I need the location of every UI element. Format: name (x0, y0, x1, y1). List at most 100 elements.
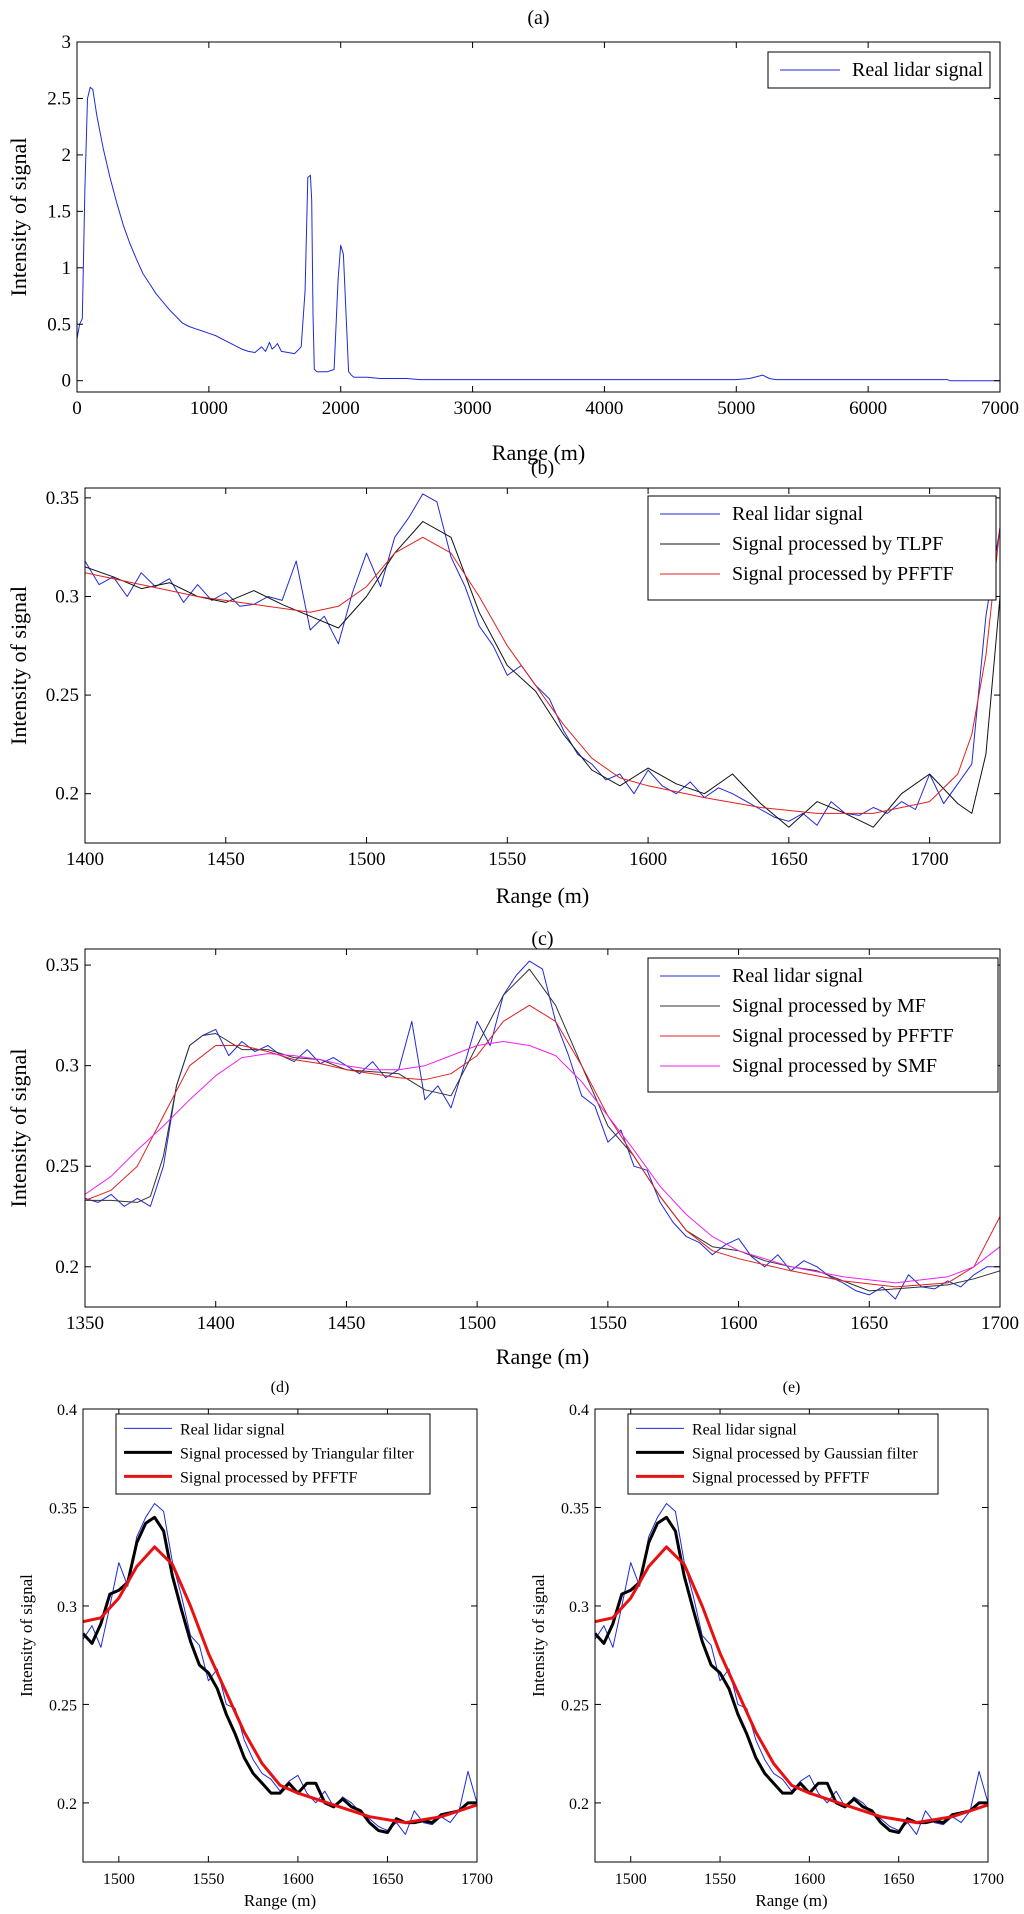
legend: Real lidar signal Signal processed by Gau… (627, 1413, 939, 1495)
x-tick-label: 1600 (282, 1871, 314, 1888)
y-tick-label: 0.2 (569, 1796, 589, 1813)
series-line-4 (85, 1041, 1000, 1284)
x-tick-label: 1600 (629, 849, 667, 870)
x-tick-label: 1650 (371, 1871, 403, 1888)
y-tick-label: 2.5 (47, 88, 71, 109)
y-axis-label: Intensity of signal (529, 1574, 548, 1697)
x-tick-label: 1700 (911, 849, 949, 870)
y-axis-label: Intensity of signal (6, 586, 31, 745)
series-line-3 (83, 1545, 477, 1825)
series-line-1 (85, 960, 1000, 1300)
legend: Real lidar signal (767, 51, 991, 89)
x-tick-label: 1400 (197, 1313, 235, 1334)
x-tick-label: 1700 (461, 1871, 493, 1888)
x-tick-label: 3000 (454, 398, 492, 419)
x-tick-label: 1600 (720, 1313, 758, 1334)
x-tick-label: 2000 (322, 398, 360, 419)
chart-panel-1: (a) 0 1000 2000 3000 4000 5000 6000 7000 0 0.5 1 1.5… (6, 7, 1019, 465)
series-line-2 (85, 968, 1000, 1292)
x-tick-label: 1350 (66, 1313, 104, 1334)
x-tick-label: 1500 (103, 1871, 135, 1888)
series-line-2 (85, 521, 1000, 828)
series-line-3 (85, 527, 1000, 814)
y-axis-label: Intensity of signal (6, 138, 31, 297)
legend: Real lidar signal Signal processed by MF S… (647, 957, 999, 1093)
x-axis-label: Range (m) (244, 1891, 316, 1910)
y-tick-label: 0.25 (49, 1697, 77, 1714)
plot-frame (76, 41, 1001, 393)
legend-label: Signal processed by SMF (732, 1055, 937, 1077)
y-tick-label: 0.3 (55, 586, 79, 607)
y-axis-label: Intensity of signal (6, 1049, 31, 1208)
y-tick-label: 0.25 (46, 685, 79, 706)
legend: Real lidar signal Signal processed by TLP… (647, 495, 997, 601)
y-tick-label: 0.35 (49, 1500, 77, 1517)
chart-panel-4: (d) 1500 1550 1600 1650 1700 0.2 0.25 0.3 0.35 0.4… (17, 1379, 493, 1910)
panel-title: (d) (271, 1379, 290, 1396)
legend-box (627, 1413, 939, 1495)
y-tick-label: 0 (62, 371, 72, 392)
panel-title: (e) (783, 1379, 801, 1396)
x-tick-label: 1550 (589, 1313, 627, 1334)
y-tick-label: 0.2 (57, 1796, 77, 1813)
x-tick-label: 1550 (704, 1871, 736, 1888)
legend-label: Signal processed by Triangular filter (180, 1445, 414, 1462)
legend-label: Signal processed by PFFTF (180, 1469, 357, 1486)
legend-label: Signal processed by PFFTF (692, 1469, 869, 1486)
chart-panel-5: (e) 1500 1550 1600 1650 1700 0.2 0.25 0.3 0.35 0.4… (529, 1379, 1004, 1910)
legend-label: Real lidar signal (732, 965, 864, 987)
legend-label: Real lidar signal (692, 1421, 797, 1438)
x-tick-label: 1700 (981, 1313, 1019, 1334)
y-tick-label: 0.35 (46, 488, 79, 509)
y-tick-label: 0.25 (46, 1156, 79, 1177)
x-tick-label: 1450 (327, 1313, 365, 1334)
x-tick-label: 1000 (190, 398, 228, 419)
plot-frame (84, 948, 1001, 1308)
legend-box (115, 1413, 431, 1495)
y-tick-label: 1.5 (47, 201, 71, 222)
y-tick-label: 0.35 (561, 1500, 589, 1517)
panel-title: (c) (531, 928, 553, 950)
x-tick-label: 1500 (348, 849, 386, 870)
series-line-3 (595, 1545, 988, 1825)
x-axis-label: Range (m) (496, 1344, 589, 1369)
x-tick-label: 1650 (850, 1313, 888, 1334)
x-tick-label: 1500 (615, 1871, 647, 1888)
y-tick-label: 0.4 (569, 1402, 589, 1419)
series-line-3 (85, 1004, 1000, 1288)
y-tick-label: 3 (62, 32, 72, 53)
legend-label: Signal processed by TLPF (732, 533, 943, 555)
x-tick-label: 1500 (458, 1313, 496, 1334)
y-tick-label: 0.3 (57, 1599, 77, 1616)
x-tick-label: 1650 (770, 849, 808, 870)
y-axis-label: Intensity of signal (17, 1574, 36, 1697)
y-tick-label: 0.2 (55, 784, 79, 805)
x-tick-label: 6000 (849, 398, 887, 419)
y-tick-label: 1 (62, 258, 72, 279)
x-tick-label: 1400 (66, 849, 104, 870)
legend: Real lidar signal Signal processed by Tri… (115, 1413, 431, 1495)
plot-frame (82, 1408, 478, 1863)
panel-title: (b) (531, 457, 554, 479)
y-tick-label: 0.35 (46, 955, 79, 976)
x-tick-label: 1650 (883, 1871, 915, 1888)
x-tick-label: 7000 (981, 398, 1019, 419)
x-tick-label: 1600 (793, 1871, 825, 1888)
y-tick-label: 0.25 (561, 1697, 589, 1714)
chart-panel-3: (c) 1350 1400 1450 1500 1550 1600 1650 1700 0.2 0.… (6, 928, 1019, 1369)
legend-label: Signal processed by PFFTF (732, 563, 954, 585)
legend-label: Real lidar signal (180, 1421, 285, 1438)
panel-title: (a) (527, 7, 549, 29)
y-tick-label: 2 (62, 145, 72, 166)
y-tick-label: 0.3 (569, 1599, 589, 1616)
x-axis-label: Range (m) (755, 1891, 827, 1910)
legend-box (647, 495, 997, 601)
x-tick-label: 1450 (207, 849, 245, 870)
legend-label: Real lidar signal (732, 503, 864, 525)
x-tick-label: 4000 (585, 398, 623, 419)
y-tick-label: 0.3 (55, 1056, 79, 1077)
x-axis-label: Range (m) (492, 440, 585, 465)
y-tick-label: 0.4 (57, 1402, 77, 1419)
legend-label: Signal processed by Gaussian filter (692, 1445, 918, 1462)
